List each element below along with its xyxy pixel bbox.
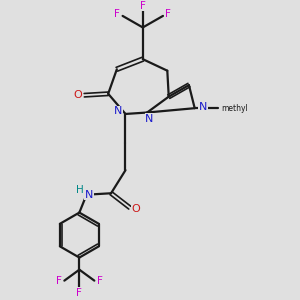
Text: N: N [199,102,207,112]
Text: F: F [165,10,171,20]
Text: N: N [145,114,154,124]
Text: O: O [74,90,82,100]
Text: F: F [140,1,146,11]
Text: O: O [132,204,140,214]
Text: N: N [85,190,93,200]
Text: H: H [76,185,84,195]
Text: F: F [56,276,62,286]
Text: F: F [115,10,120,20]
Text: F: F [76,288,82,298]
Text: methyl: methyl [221,104,248,113]
Text: N: N [114,106,122,116]
Text: F: F [97,276,103,286]
